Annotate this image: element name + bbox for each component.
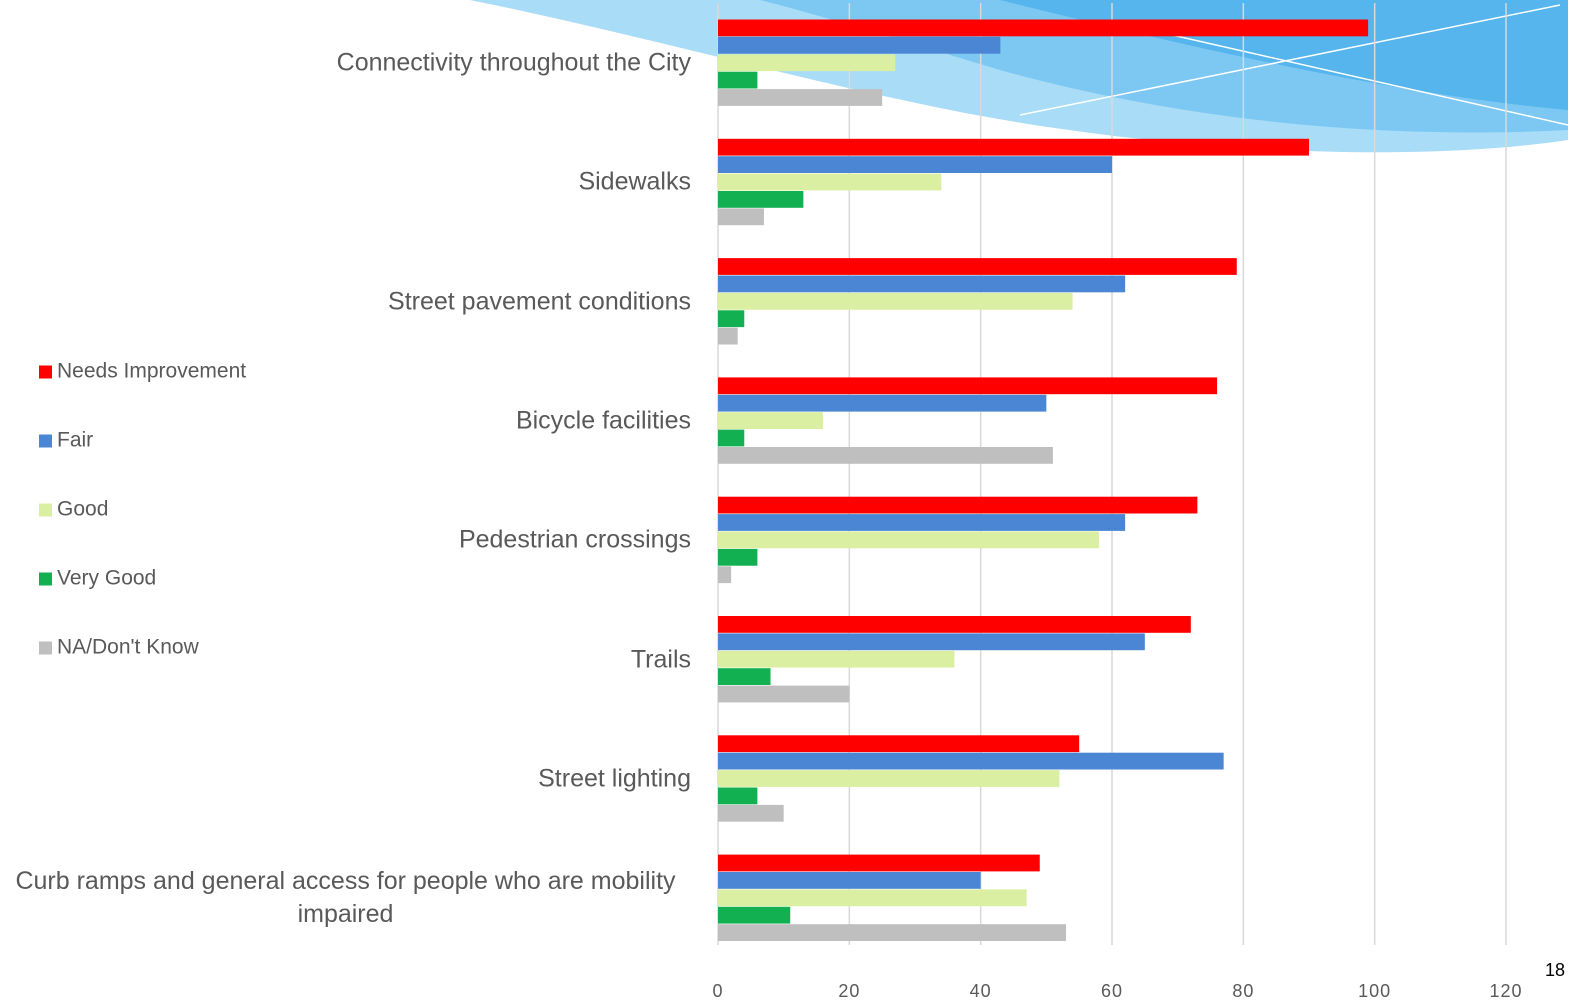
category-label-box: Sidewalks bbox=[0, 166, 691, 199]
bar bbox=[718, 651, 954, 668]
bar bbox=[718, 855, 1040, 872]
bar bbox=[718, 616, 1191, 633]
bar bbox=[718, 447, 1053, 464]
y-tick-label: Connectivity throughout the City bbox=[337, 47, 691, 80]
y-tick-label: Pedestrian crossings bbox=[459, 524, 691, 557]
y-tick-label: Curb ramps and general access for people… bbox=[0, 865, 691, 931]
bar bbox=[718, 37, 1000, 54]
bar bbox=[718, 872, 981, 889]
bar bbox=[718, 191, 803, 208]
category-label-box: Street lighting bbox=[0, 762, 691, 795]
legend-swatch bbox=[39, 366, 52, 379]
bar bbox=[718, 156, 1112, 173]
y-tick-label: Street lighting bbox=[538, 762, 691, 795]
bar bbox=[718, 770, 1059, 787]
bar bbox=[718, 174, 941, 191]
bar bbox=[718, 430, 744, 447]
bar bbox=[718, 139, 1309, 156]
x-tick-label: 20 bbox=[838, 981, 860, 1001]
bar bbox=[718, 258, 1237, 275]
category-label-box: Curb ramps and general access for people… bbox=[0, 865, 691, 931]
legend-label: Good bbox=[57, 498, 108, 521]
legend-swatch bbox=[39, 504, 52, 517]
bar bbox=[718, 686, 849, 703]
x-tick-label: 80 bbox=[1232, 981, 1254, 1001]
bar bbox=[718, 668, 771, 685]
bar bbox=[718, 907, 790, 924]
category-label-box: Bicycle facilities bbox=[0, 404, 691, 437]
x-tick-label: 40 bbox=[970, 981, 992, 1001]
y-tick-label: Trails bbox=[631, 643, 691, 676]
bar bbox=[718, 753, 1224, 770]
bar bbox=[718, 549, 757, 566]
x-tick-label: 60 bbox=[1101, 981, 1123, 1001]
legend-label: Very Good bbox=[57, 567, 156, 590]
bar bbox=[718, 293, 1073, 310]
y-tick-label: Street pavement conditions bbox=[388, 285, 691, 318]
bar bbox=[718, 633, 1145, 650]
category-label-box: Pedestrian crossings bbox=[0, 524, 691, 557]
category-label-box: Trails bbox=[0, 643, 691, 676]
y-tick-label: Bicycle facilities bbox=[516, 404, 691, 437]
bar bbox=[718, 412, 823, 429]
y-tick-label: Sidewalks bbox=[578, 166, 691, 199]
bar bbox=[718, 566, 731, 583]
bar bbox=[718, 395, 1046, 412]
bar bbox=[718, 20, 1368, 37]
category-label-box: Connectivity throughout the City bbox=[0, 47, 691, 80]
bar bbox=[718, 276, 1125, 293]
bar bbox=[718, 735, 1079, 752]
bar bbox=[718, 89, 882, 106]
bar bbox=[718, 328, 738, 345]
page-number: 18 bbox=[1545, 960, 1565, 980]
bar bbox=[718, 514, 1125, 531]
bar bbox=[718, 310, 744, 327]
bar bbox=[718, 805, 784, 822]
x-tick-label: 0 bbox=[712, 981, 723, 1001]
bar bbox=[718, 497, 1197, 514]
bar bbox=[718, 924, 1066, 941]
bar bbox=[718, 54, 895, 71]
x-tick-label: 120 bbox=[1489, 981, 1522, 1001]
bar bbox=[718, 788, 757, 805]
bar bbox=[718, 532, 1099, 549]
x-tick-label: 100 bbox=[1358, 981, 1391, 1001]
legend-label: Needs Improvement bbox=[57, 360, 246, 383]
category-label-box: Street pavement conditions bbox=[0, 285, 691, 318]
bar bbox=[718, 72, 757, 89]
bar bbox=[718, 377, 1217, 394]
chart: 020406080100120 Needs ImprovementFairGoo… bbox=[0, 0, 1579, 1008]
slide: 020406080100120 Needs ImprovementFairGoo… bbox=[0, 0, 1579, 1008]
bar bbox=[718, 208, 764, 225]
legend-swatch bbox=[39, 573, 52, 586]
bar bbox=[718, 889, 1027, 906]
